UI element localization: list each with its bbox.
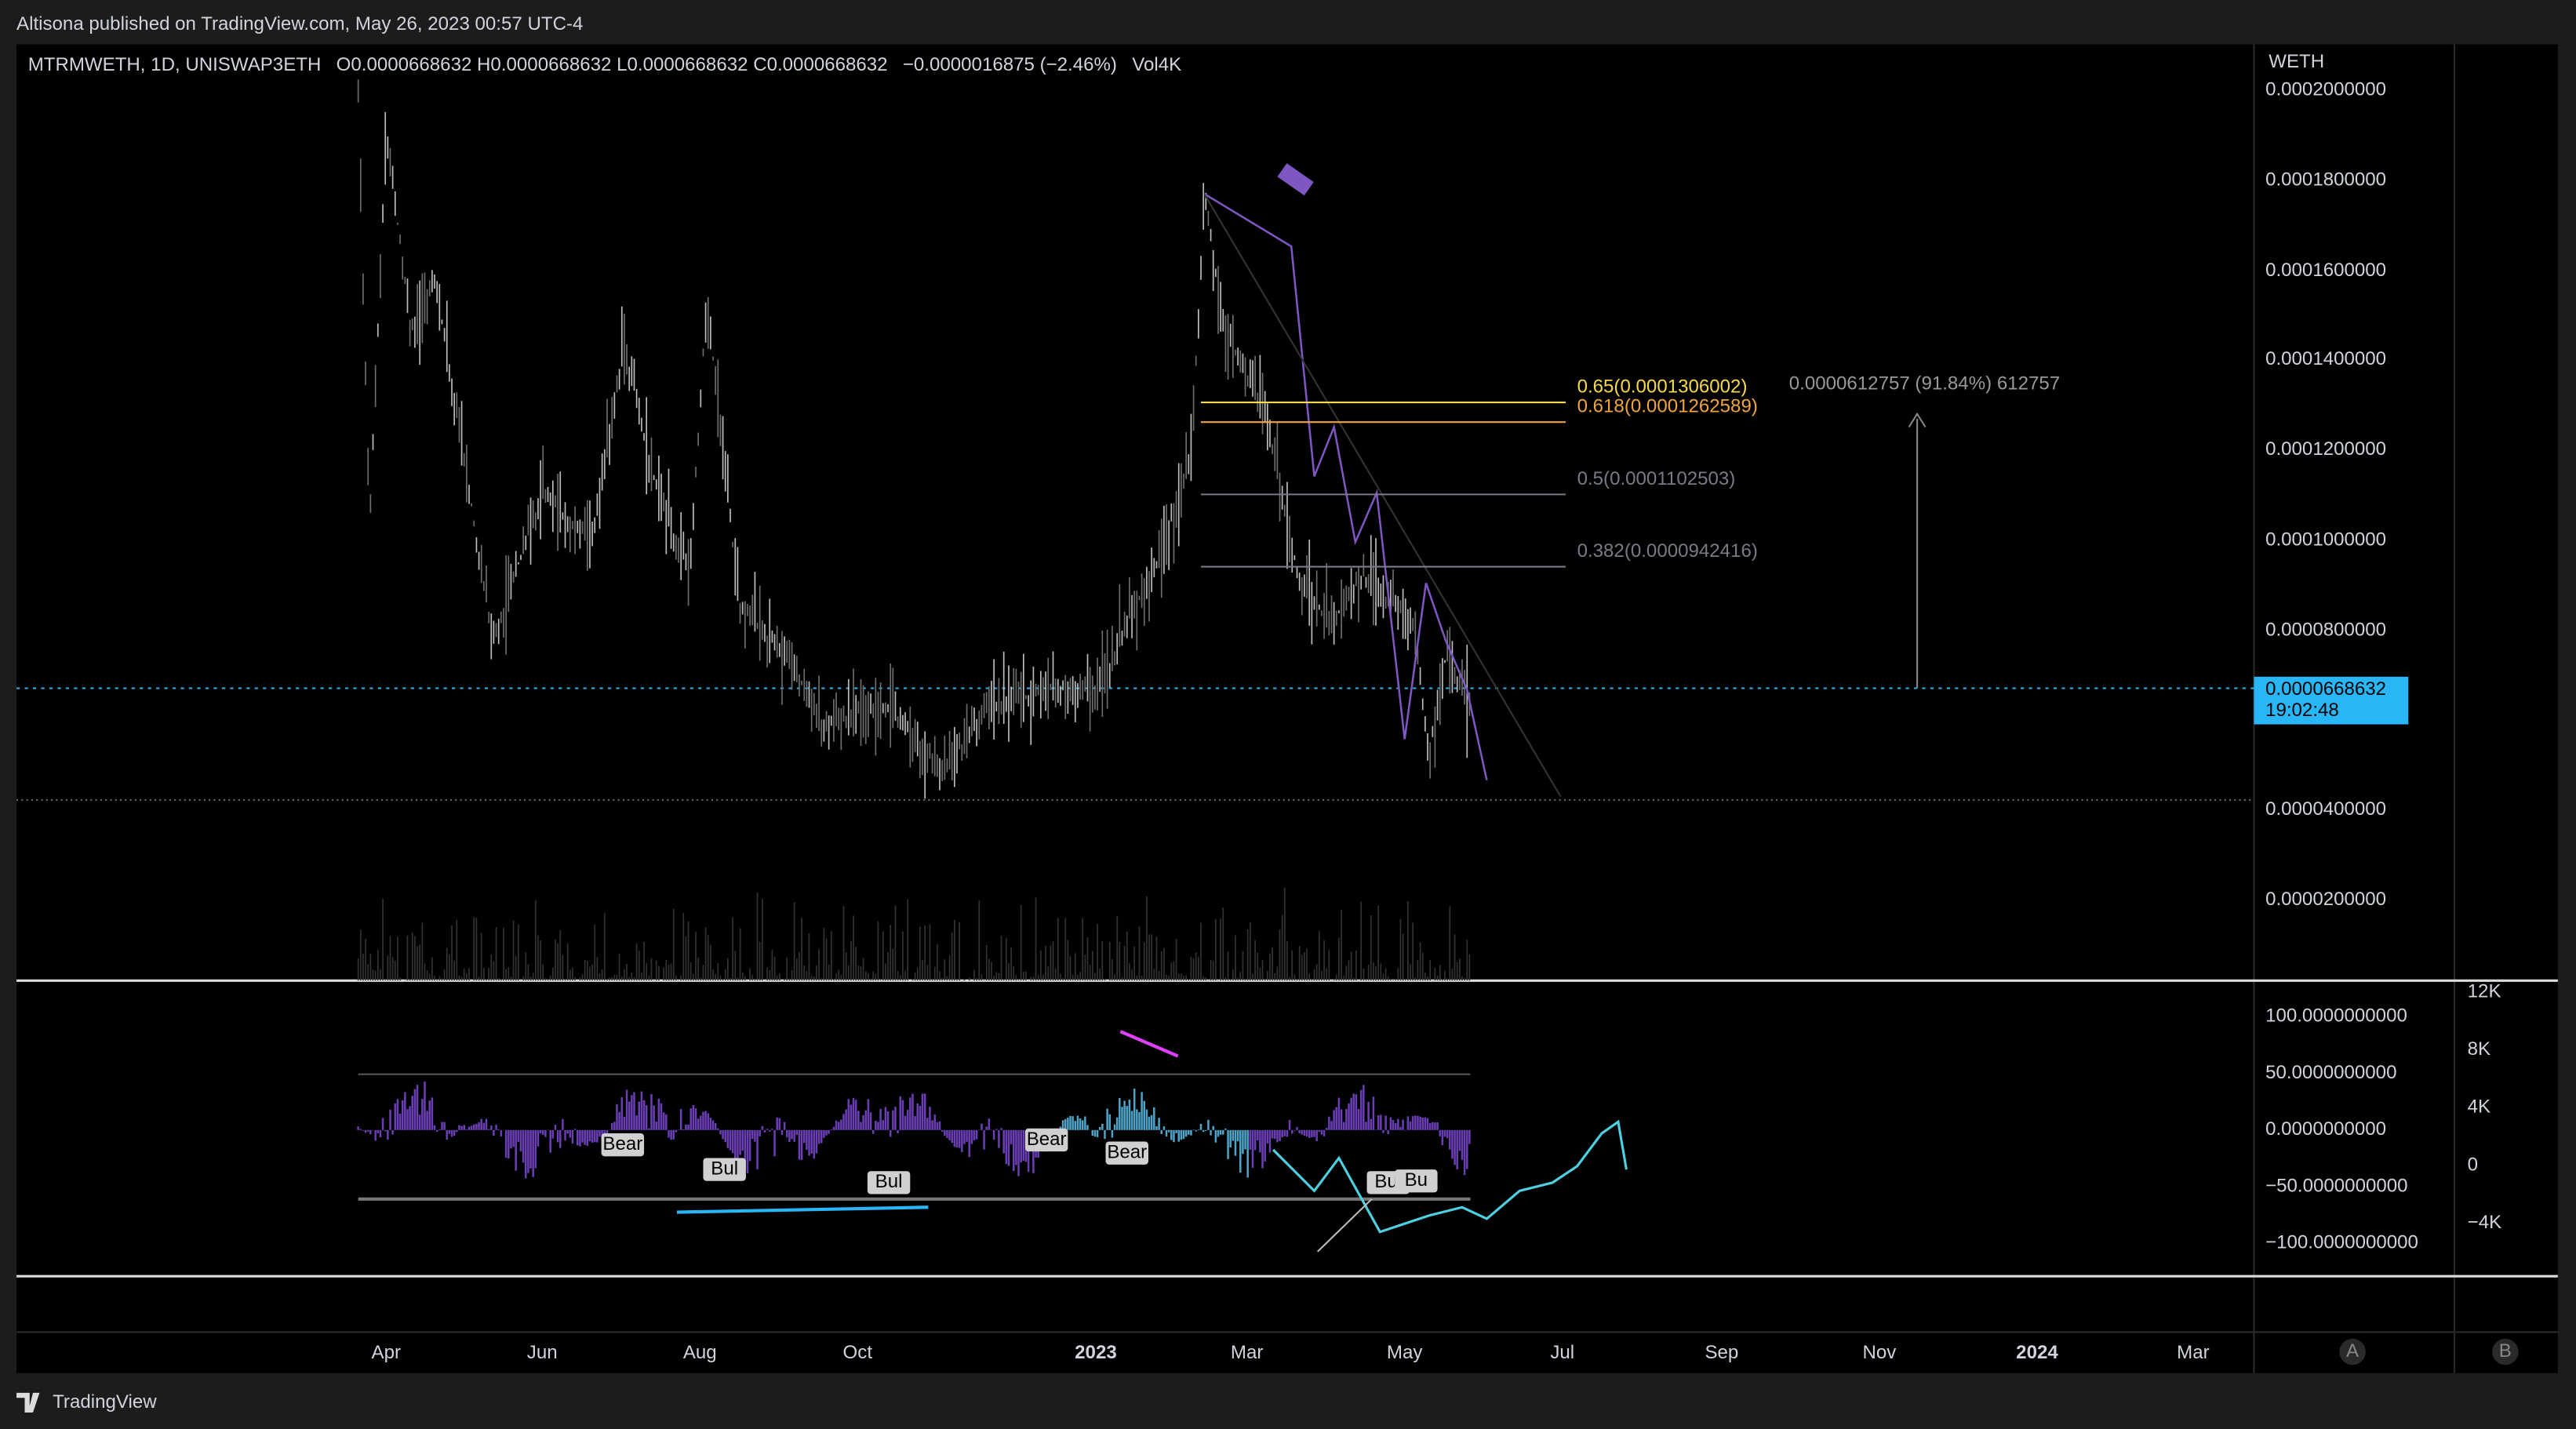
projection — [1203, 193, 1488, 781]
signal-label: Bul — [875, 1171, 903, 1192]
price-tick: 0.0000800000 — [2265, 620, 2386, 641]
button-b[interactable] — [2492, 1338, 2519, 1365]
signal-box — [601, 1133, 645, 1157]
fib-label: 0.65(0.0001306002) — [1577, 376, 1748, 398]
time-tick: Oct — [843, 1342, 873, 1363]
publish-info: Altisona published on TradingView.com, M… — [16, 13, 583, 35]
button-b-label[interactable]: B — [2499, 1340, 2512, 1362]
price-tick: 0.0001600000 — [2265, 260, 2386, 281]
signal-box — [867, 1171, 911, 1194]
logo — [16, 1392, 40, 1413]
volume-tick: 0 — [2468, 1154, 2478, 1175]
time-tick: Nov — [1863, 1342, 1897, 1363]
indicator-tick: −100.0000000000 — [2265, 1232, 2418, 1253]
time-tick: Sep — [1705, 1342, 1738, 1363]
volume-tick: 4K — [2468, 1096, 2490, 1118]
indicator-tick: 100.0000000000 — [2265, 1005, 2407, 1027]
time-tick: May — [1387, 1342, 1423, 1363]
currency: WETH — [2269, 51, 2324, 72]
time-tick: Mar — [2177, 1342, 2209, 1363]
fib-label: 0.382(0.0000942416) — [1577, 540, 1758, 562]
volume-tick: 8K — [2468, 1038, 2490, 1060]
time-tick: Mar — [1231, 1342, 1263, 1363]
price-tick: 0.0001800000 — [2265, 169, 2386, 191]
time-tick: Aug — [683, 1342, 717, 1363]
price-tick: 0.0001400000 — [2265, 348, 2386, 369]
legend-symbol: MTRMWETH, 1D, UNISWAP3ETH — [28, 54, 322, 75]
measure-arrow-head — [1908, 412, 1927, 428]
volume-tick: 12K — [2468, 980, 2501, 1002]
forecast-curve — [1272, 1119, 1628, 1234]
indicator-tick: 50.0000000000 — [2265, 1062, 2396, 1083]
button-a[interactable] — [2339, 1338, 2366, 1365]
hammer-icon — [1277, 163, 1314, 196]
price-tick: 0.0001000000 — [2265, 529, 2386, 550]
drawn-line — [1316, 1198, 1373, 1253]
divergence-line — [676, 1205, 929, 1214]
price-tick: 0.0000400000 — [2265, 798, 2386, 820]
time-tick: 2024 — [2016, 1342, 2058, 1363]
signal-box — [703, 1158, 746, 1181]
price-label: 0.0000668632 — [2265, 678, 2386, 700]
measure-label: 0.0000612757 (91.84%) 612757 — [1789, 373, 2060, 394]
signal-box — [1024, 1128, 1068, 1152]
countdown: 19:02:48 — [2265, 700, 2339, 721]
legend-volume: Vol4K — [1132, 54, 1181, 75]
legend-ohlc: O0.0000668632 H0.0000668632 L0.000066863… — [337, 54, 888, 75]
legend-change: −0.0000016875 (−2.46%) — [903, 54, 1117, 75]
volume-tick: −4K — [2468, 1212, 2502, 1233]
signal-label: Bear — [1027, 1129, 1067, 1150]
divergence-line — [1119, 1030, 1179, 1058]
chart-area — [16, 44, 2558, 1373]
price-label-box — [2254, 676, 2409, 725]
time-tick: Jul — [1550, 1342, 1574, 1363]
signal-box — [1395, 1169, 1438, 1193]
indicator — [357, 1073, 1471, 1201]
time-tick: Apr — [372, 1342, 401, 1363]
price-tick: 0.0002000000 — [2265, 79, 2386, 100]
price-bars — [357, 79, 1471, 981]
legend: MTRMWETH, 1D, UNISWAP3ETH O0.0000668632 … — [28, 54, 1181, 75]
fib-label: 0.5(0.0001102503) — [1577, 468, 1736, 489]
time-tick: 2023 — [1075, 1342, 1117, 1363]
fib-label: 0.618(0.0001262589) — [1577, 396, 1758, 417]
button-a-label[interactable]: A — [2346, 1340, 2360, 1362]
signal-label: Bear — [602, 1133, 642, 1154]
signal-label: Bul — [711, 1158, 738, 1179]
signal-box — [1105, 1141, 1148, 1165]
time-tick: Jun — [527, 1342, 558, 1363]
indicator-tick: 0.0000000000 — [2265, 1118, 2386, 1140]
footer: TradingView — [53, 1391, 157, 1413]
indicator-tick: −50.0000000000 — [2265, 1175, 2407, 1196]
signal-label: Bu — [1405, 1169, 1428, 1191]
price-tick: 0.0000200000 — [2265, 889, 2386, 910]
price-tick: 0.0001200000 — [2265, 438, 2386, 460]
signal-label: Bear — [1107, 1142, 1147, 1163]
